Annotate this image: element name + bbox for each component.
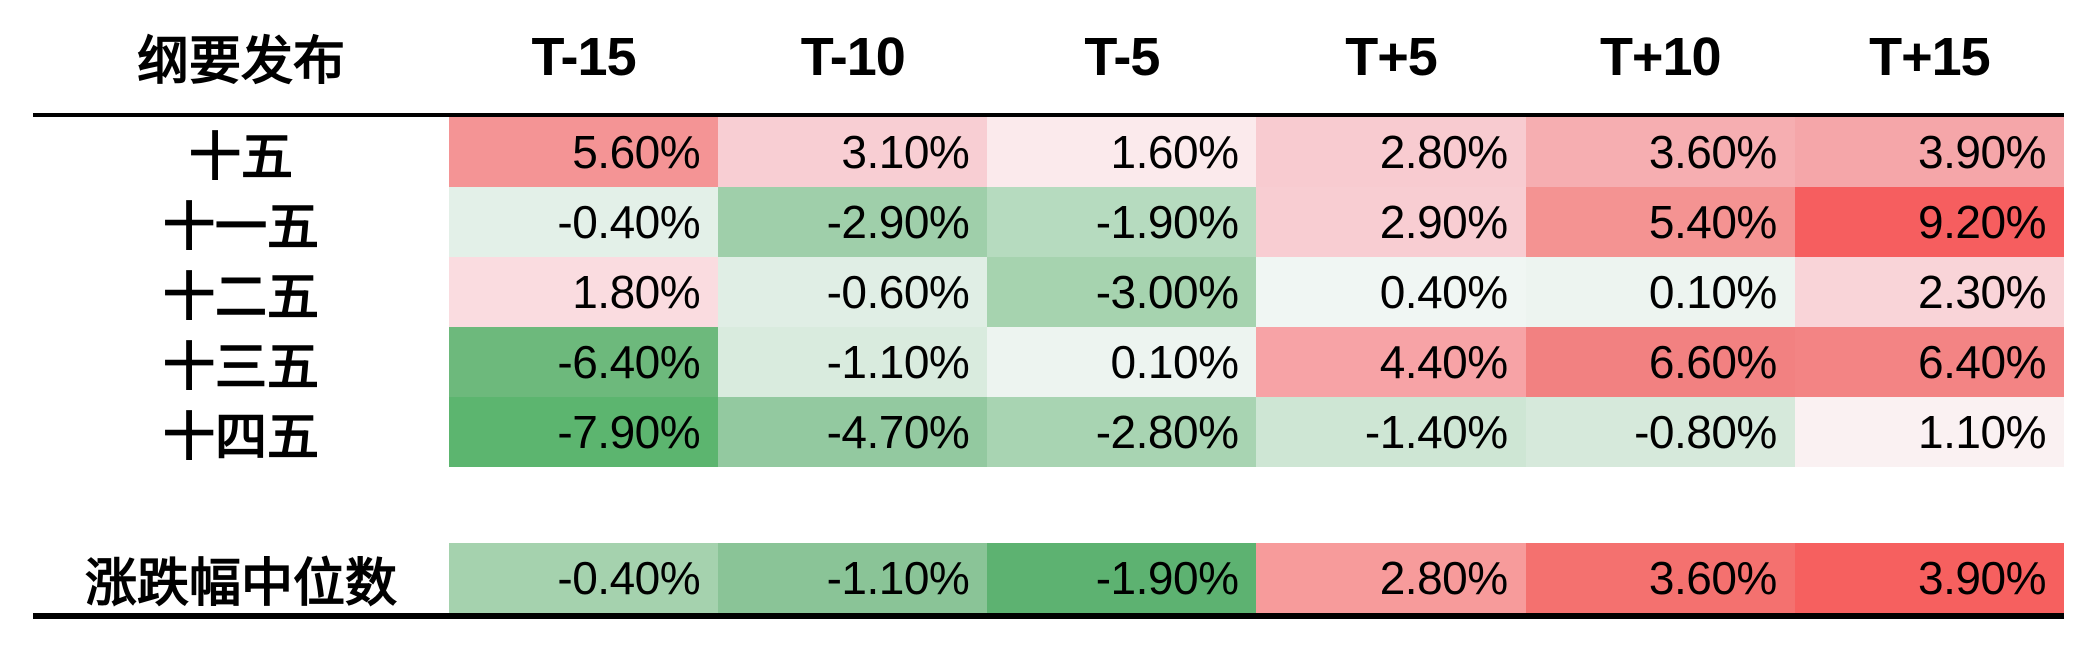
heatmap-cell: 3.60%: [1525, 117, 1795, 187]
heatmap-cell: 3.90%: [1794, 117, 2064, 187]
heatmap-cell: 5.60%: [449, 117, 719, 187]
heatmap-cell: -2.80%: [987, 397, 1257, 467]
table-header-row: 纲要发布 T-15 T-10 T-5 T+5 T+10 T+15: [33, 0, 2064, 113]
heatmap-cell: 6.40%: [1794, 327, 2064, 397]
header-divider: [33, 113, 2064, 117]
table-row-12th-plan: 十二五 1.80% -0.60% -3.00% 0.40% 0.10% 2.30…: [33, 257, 2064, 327]
heatmap-cell: -1.40%: [1256, 397, 1526, 467]
column-header-t-plus-5: T+5: [1345, 26, 1438, 87]
heatmap-cell: -7.90%: [449, 397, 719, 467]
heatmap-table: 纲要发布 T-15 T-10 T-5 T+5 T+10 T+15 十五 5.60…: [33, 0, 2064, 619]
heatmap-cell: -0.60%: [718, 257, 988, 327]
heatmap-cell: 4.40%: [1256, 327, 1526, 397]
table-row-14th-plan: 十四五 -7.90% -4.70% -2.80% -1.40% -0.80% 1…: [33, 397, 2064, 467]
column-header-t-plus-10: T+10: [1599, 26, 1722, 87]
heatmap-cell: 1.80%: [449, 257, 719, 327]
column-header-release: 纲要发布: [136, 33, 345, 91]
heatmap-cell: 0.10%: [987, 327, 1257, 397]
heatmap-cell: -1.90%: [987, 187, 1257, 257]
heatmap-cell: -4.70%: [718, 397, 988, 467]
heatmap-cell: 2.80%: [1256, 543, 1526, 613]
heatmap-cell: -2.90%: [718, 187, 988, 257]
row-gap: [33, 467, 2064, 543]
row-label: 十五: [188, 128, 293, 187]
table-row-13th-plan: 十三五 -6.40% -1.10% 0.10% 4.40% 6.60% 6.40…: [33, 327, 2064, 397]
row-label: 十一五: [162, 198, 319, 257]
row-label: 十四五: [162, 408, 319, 467]
heatmap-cell: 2.30%: [1794, 257, 2064, 327]
heatmap-cell: 2.80%: [1256, 117, 1526, 187]
table-row-median: 涨跌幅中位数 -0.40% -1.10% -1.90% 2.80% 3.60% …: [33, 543, 2064, 613]
table-bottom-border: [33, 613, 2064, 619]
heatmap-cell: -1.90%: [987, 543, 1257, 613]
heatmap-cell: -0.40%: [449, 543, 719, 613]
row-label: 十二五: [162, 268, 319, 327]
heatmap-cell: -6.40%: [449, 327, 719, 397]
heatmap-cell: -0.40%: [449, 187, 719, 257]
heatmap-cell: 5.40%: [1525, 187, 1795, 257]
column-header-t-minus-5: T-5: [1084, 26, 1160, 87]
heatmap-cell: 0.40%: [1256, 257, 1526, 327]
heatmap-cell: -1.10%: [718, 543, 988, 613]
column-header-t-plus-15: T+15: [1869, 26, 1991, 87]
column-header-t-minus-15: T-15: [531, 26, 637, 87]
heatmap-cell: -1.10%: [718, 327, 988, 397]
heatmap-cell: 6.60%: [1525, 327, 1795, 397]
heatmap-cell: 3.10%: [718, 117, 988, 187]
heatmap-cell: -0.80%: [1525, 397, 1795, 467]
heatmap-cell: 1.10%: [1794, 397, 2064, 467]
heatmap-cell: 1.60%: [987, 117, 1257, 187]
column-header-t-minus-10: T-10: [800, 26, 906, 87]
table-row-15th-plan: 十五 5.60% 3.10% 1.60% 2.80% 3.60% 3.90%: [33, 117, 2064, 187]
row-label-median: 涨跌幅中位数: [84, 554, 397, 613]
row-label: 十三五: [162, 338, 319, 397]
heatmap-cell: 9.20%: [1794, 187, 2064, 257]
heatmap-cell: 3.60%: [1525, 543, 1795, 613]
heatmap-cell: 0.10%: [1525, 257, 1795, 327]
table-row-11th-plan: 十一五 -0.40% -2.90% -1.90% 2.90% 5.40% 9.2…: [33, 187, 2064, 257]
heatmap-cell: 3.90%: [1794, 543, 2064, 613]
heatmap-cell: -3.00%: [987, 257, 1257, 327]
heatmap-cell: 2.90%: [1256, 187, 1526, 257]
